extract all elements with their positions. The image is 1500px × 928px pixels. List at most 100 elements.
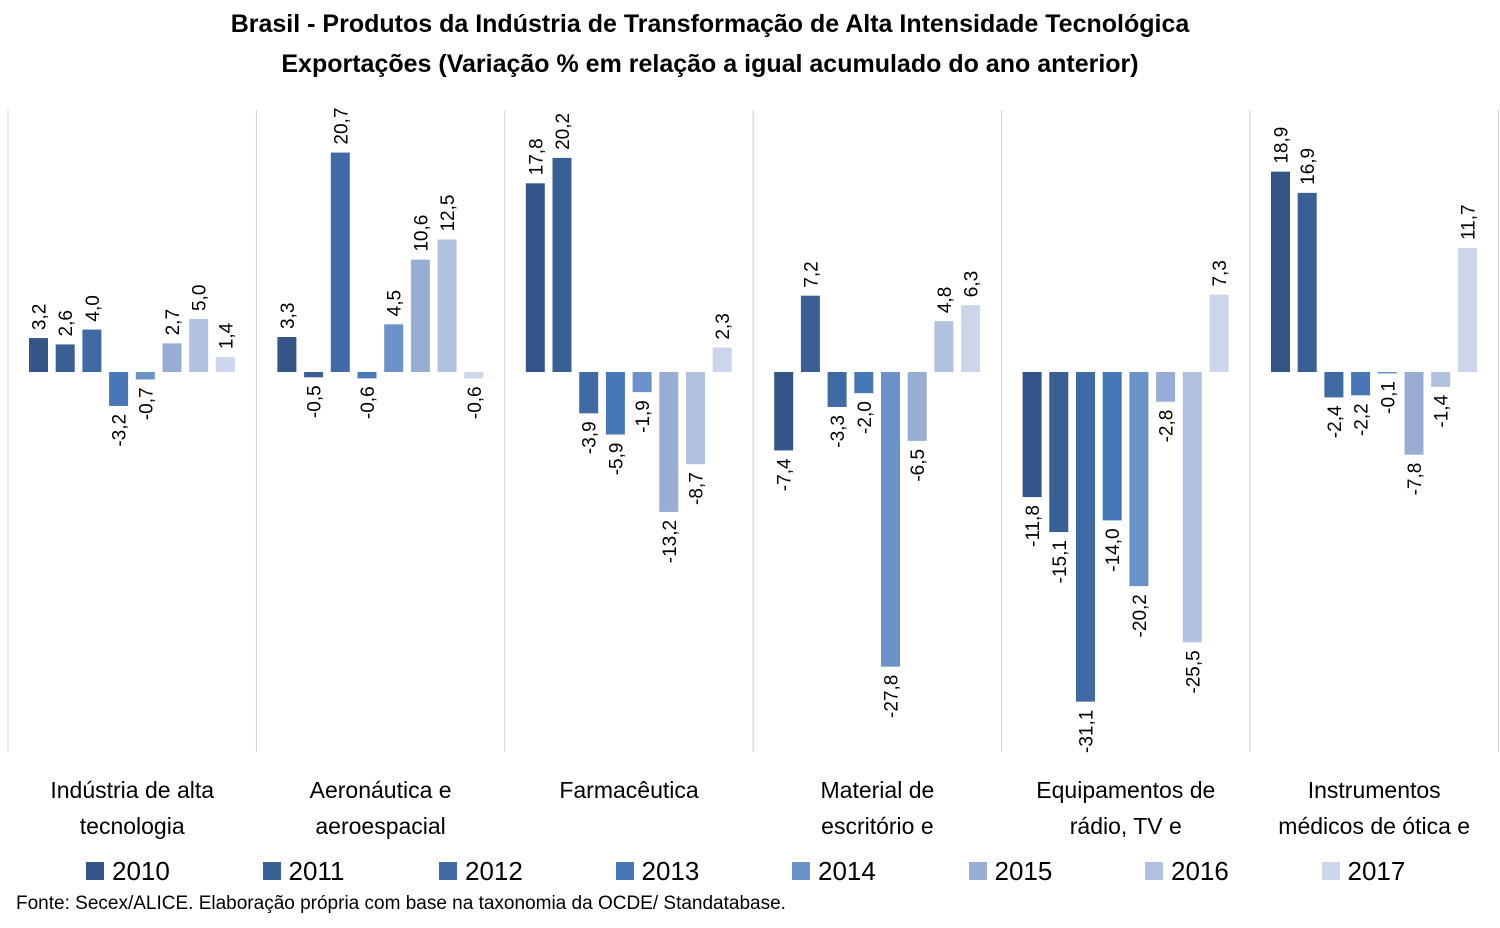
legend-item-2015: 2015 [968, 853, 1053, 889]
value-label: -15,1 [1050, 540, 1071, 583]
legend-item-2011: 2011 [262, 853, 345, 889]
bar-2014-6 [1377, 372, 1397, 374]
bar-2013-4 [854, 372, 874, 394]
legend-item-2010: 2010 [86, 853, 170, 889]
chart-title: Brasil - Produtos da Indústria de Transf… [230, 10, 1190, 38]
bar-2015-2 [410, 259, 430, 372]
bar-2016-4 [934, 321, 954, 372]
value-label: 11,7 [1458, 204, 1479, 240]
bar-2012-1 [82, 329, 102, 372]
category-label: Farmacêutica [559, 777, 699, 803]
value-label: 20,2 [553, 113, 574, 150]
legend-swatch [1145, 862, 1163, 880]
value-label: -20,2 [1130, 594, 1151, 637]
bar-2017-6 [1457, 247, 1477, 372]
value-label: 1,4 [216, 322, 237, 349]
bar-2017-4 [961, 305, 981, 372]
bar-2016-2 [437, 239, 457, 372]
legend-item-2016: 2016 [1145, 853, 1229, 889]
value-label: -2,0 [855, 401, 876, 434]
bar-2014-5 [1129, 372, 1149, 587]
value-label: 5,0 [190, 285, 211, 311]
legend-label: 2010 [112, 855, 170, 886]
bar-2011-1 [55, 344, 75, 372]
category-label: Material de [821, 777, 935, 803]
bar-2011-2 [304, 372, 324, 378]
value-label: -7,8 [1405, 463, 1426, 496]
value-label: -13,2 [660, 520, 681, 563]
legend-item-2014: 2014 [792, 853, 876, 889]
value-label: 6,3 [962, 271, 983, 297]
value-label: -0,7 [136, 387, 157, 420]
legend-label: 2011 [288, 855, 345, 886]
legend-swatch [615, 862, 634, 880]
value-label: -2,4 [1325, 405, 1346, 438]
value-label: 18,9 [1272, 127, 1293, 164]
value-label: 7,3 [1210, 260, 1231, 286]
bar-2017-3 [712, 347, 732, 372]
legend-swatch [439, 862, 457, 880]
category-label: Indústria de alta [50, 777, 214, 803]
bar-2013-3 [605, 372, 625, 435]
bar-2010-3 [525, 183, 545, 372]
bar-2016-5 [1182, 372, 1202, 643]
bar-2013-1 [109, 372, 129, 406]
bar-2011-5 [1049, 372, 1069, 533]
value-label: -1,4 [1432, 394, 1453, 427]
legend-label: 2014 [818, 855, 876, 886]
bar-2014-4 [881, 372, 900, 667]
value-label: 2,7 [163, 309, 184, 335]
chart-subtitle: Exportações (Variação % em relação a igu… [281, 50, 1139, 78]
chart-legend: 2010 2011 2012 2013 2014 2015 2016 2017 [0, 853, 1500, 889]
legend-swatch [968, 862, 987, 880]
bar-2012-2 [330, 152, 350, 372]
value-label: -14,0 [1103, 528, 1124, 571]
bar-2012-4 [827, 372, 847, 407]
value-label: -1,9 [633, 400, 654, 433]
source-note: Fonte: Secex/ALICE. Elaboração própria c… [16, 893, 786, 914]
legend-label: 2017 [1347, 855, 1406, 886]
value-label: -3,3 [828, 415, 849, 448]
value-label: 3,2 [30, 304, 51, 330]
category-label: médicos de ótica e [1278, 813, 1470, 839]
category-label: escritório e [821, 813, 933, 839]
bar-2013-5 [1102, 372, 1122, 521]
value-label: -0,6 [465, 386, 486, 419]
value-label: -2,2 [1352, 403, 1373, 436]
bar-2013-6 [1351, 372, 1371, 396]
value-label: 2,3 [713, 313, 734, 339]
bar-2016-6 [1431, 372, 1451, 387]
bar-2011-3 [552, 157, 572, 372]
value-label: 4,0 [83, 295, 104, 321]
bar-2012-6 [1324, 372, 1344, 398]
bar-2017-2 [464, 372, 484, 379]
bar-2010-4 [774, 372, 794, 451]
legend-swatch [1321, 862, 1340, 880]
value-label: 20,7 [331, 108, 352, 145]
category-label: Instrumentos [1308, 777, 1441, 803]
bar-chart: 3,2 3,3 17,8 -7,4 -11,8 18,9 2,6 -0,5 20,2 7,2 -15… [7, 108, 1499, 839]
value-label: -27,8 [882, 675, 903, 718]
legend-swatch [792, 862, 810, 880]
bar-2017-5 [1209, 294, 1229, 372]
value-label: -7,4 [775, 458, 796, 491]
bar-2013-2 [357, 372, 377, 379]
bar-2010-5 [1022, 372, 1042, 498]
bar-2010-1 [29, 338, 48, 372]
bar-2014-3 [632, 372, 652, 393]
category-label: tecnologia [80, 813, 185, 839]
value-label: 3,3 [278, 303, 299, 329]
bar-2015-3 [659, 372, 679, 512]
value-label: 7,2 [801, 261, 822, 287]
value-label: 12,5 [438, 195, 459, 232]
legend-label: 2015 [994, 855, 1053, 886]
bar-2011-6 [1297, 192, 1317, 372]
value-label: 16,9 [1298, 148, 1319, 185]
bar-2015-5 [1156, 372, 1176, 402]
bar-2010-6 [1271, 171, 1290, 372]
value-label: 4,8 [935, 287, 956, 313]
bar-2014-2 [384, 324, 404, 372]
category-label: Aeronáutica e [310, 777, 452, 803]
legend-item-2013: 2013 [615, 853, 699, 889]
value-label: 4,5 [385, 290, 406, 316]
